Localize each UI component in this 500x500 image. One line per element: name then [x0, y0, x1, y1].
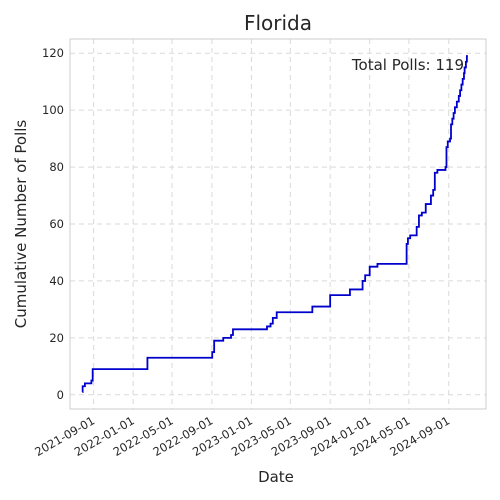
series-line-0: [81, 55, 468, 393]
grid: [70, 39, 486, 409]
y-tick-label: 20: [49, 331, 64, 345]
y-tick-label: 0: [57, 388, 64, 402]
y-tick-label: 80: [49, 160, 64, 174]
y-axis-label: Cumulative Number of Polls: [12, 120, 30, 329]
plot-frame: [69, 38, 487, 410]
annotation-total-polls: Total Polls: 119: [351, 56, 464, 74]
x-tick-labels: 2021-09-012022-01-012022-05-012022-09-01…: [32, 413, 452, 459]
y-tick-labels: 0 20 40 60 80 100 120: [42, 46, 64, 402]
x-axis-label: Date: [258, 468, 294, 486]
y-tick-label: 120: [42, 46, 64, 60]
series-layer: [81, 55, 468, 393]
y-tick-label: 60: [49, 217, 64, 231]
y-tick-label: 100: [42, 103, 64, 117]
y-tick-label: 40: [49, 274, 64, 288]
chart-title: Florida: [244, 11, 312, 35]
